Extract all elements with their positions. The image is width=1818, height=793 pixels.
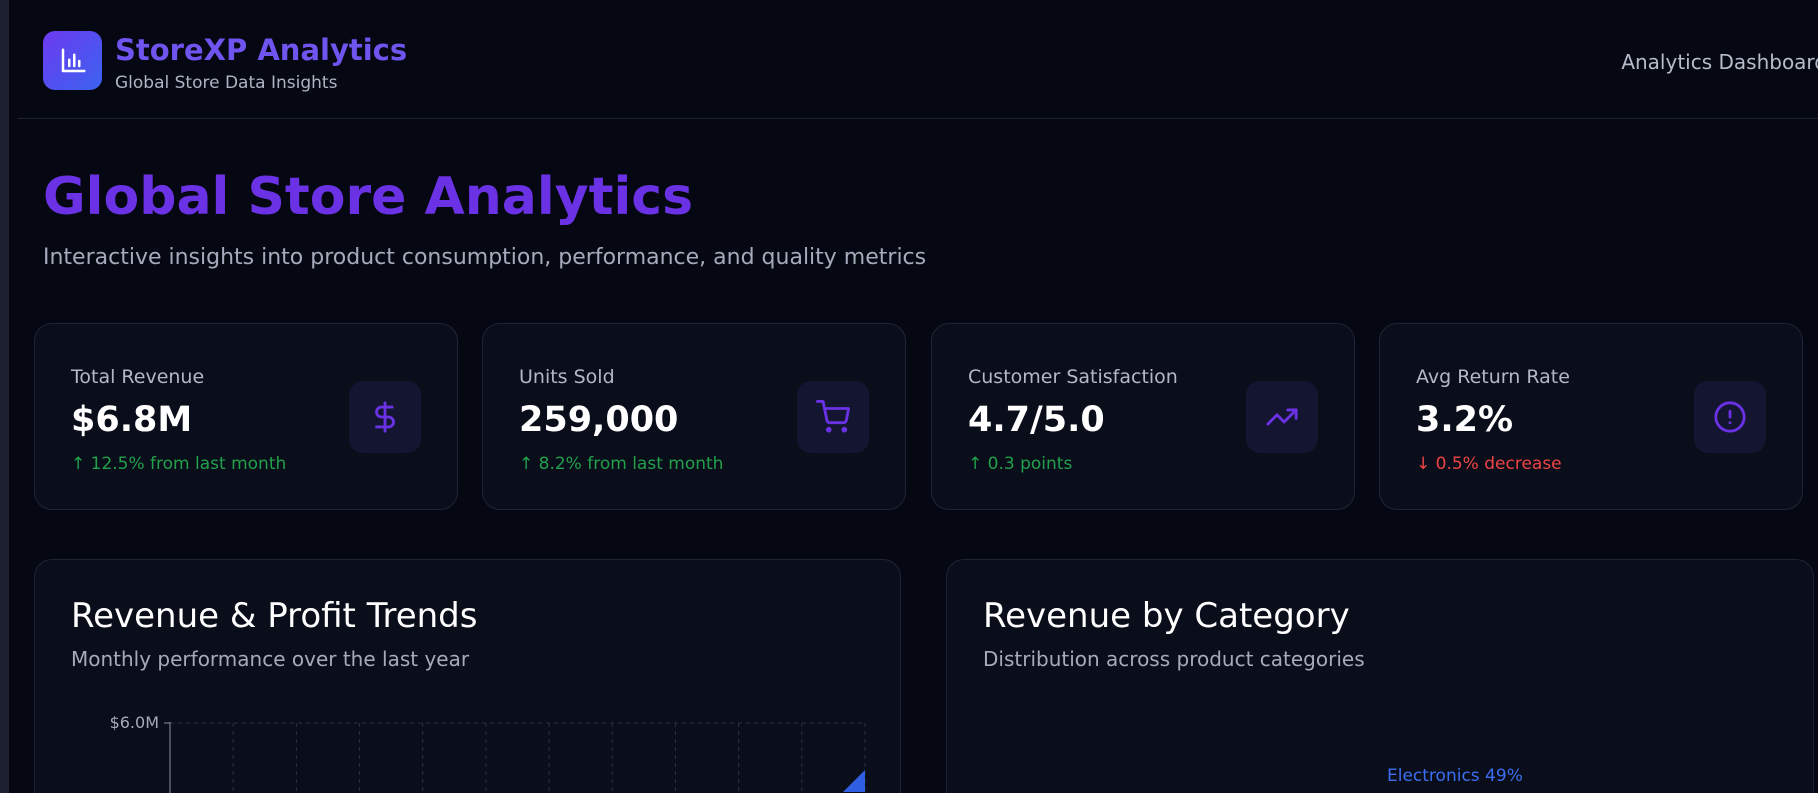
stat-change: ↑ 8.2% from last month [519,454,724,474]
y-tick-label: $6.0M [110,713,159,732]
dollar-icon [375,401,395,433]
cart-icon [816,400,850,433]
revenue-trends-chart: $6.0M [110,713,866,793]
nav-analytics-dashboard[interactable]: Analytics Dashboard [1621,50,1818,74]
brand-subtitle: Global Store Data Insights [115,73,338,93]
revenue-area-series [843,770,865,792]
stat-icon-box [797,381,869,453]
stat-icon-box [1694,381,1766,453]
stat-label: Units Sold [519,366,615,388]
brand-logo[interactable] [43,31,102,90]
pie-slice-label-electronics: Electronics 49% [1387,766,1523,786]
brand-title: StoreXP Analytics [115,33,408,67]
stat-label: Total Revenue [71,366,205,388]
stat-label: Avg Return Rate [1416,366,1570,388]
stat-change: ↓ 0.5% decrease [1416,454,1562,474]
stat-card-customer-satisfaction[interactable]: Customer Satisfaction 4.7/5.0 ↑ 0.3 poin… [931,323,1355,510]
stat-icon-box [1246,381,1318,453]
stat-change: ↑ 0.3 points [968,454,1073,474]
trending-up-icon [1266,408,1298,426]
stat-icon-box [349,381,421,453]
panel-title: Revenue by Category [983,596,1350,636]
panel-subtitle: Distribution across product categories [983,647,1365,671]
stat-card-units-sold[interactable]: Units Sold 259,000 ↑ 8.2% from last mont… [482,323,906,510]
page-title: Global Store Analytics [43,167,694,227]
stat-value: 259,000 [519,400,679,440]
stat-value: 4.7/5.0 [968,400,1105,440]
stat-value: $6.8M [71,400,193,440]
revenue-category-panel: Revenue by Category Distribution across … [946,559,1814,793]
bar-chart-icon [61,48,85,72]
top-header: StoreXP Analytics Global Store Data Insi… [18,0,1818,119]
revenue-trends-panel: Revenue & Profit Trends Monthly performa… [34,559,901,793]
panel-subtitle: Monthly performance over the last year [71,647,470,671]
stat-card-total-revenue[interactable]: Total Revenue $6.8M ↑ 12.5% from last mo… [34,323,458,510]
stat-card-avg-return-rate[interactable]: Avg Return Rate 3.2% ↓ 0.5% decrease [1379,323,1803,510]
stat-value: 3.2% [1416,400,1514,440]
stat-change: ↑ 12.5% from last month [71,454,287,474]
page-subtitle: Interactive insights into product consum… [43,245,927,270]
stat-label: Customer Satisfaction [968,366,1178,388]
chart-grid [170,722,866,793]
panel-title: Revenue & Profit Trends [71,596,478,636]
alert-circle-icon [1714,401,1746,433]
